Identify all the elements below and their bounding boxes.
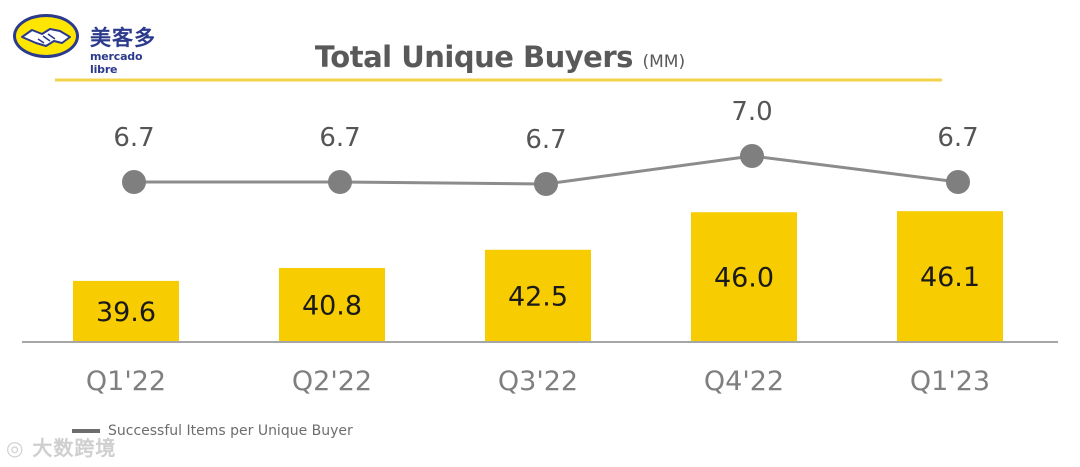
line-value-label-4: 6.7 bbox=[937, 123, 978, 153]
watermark: ◎ 大数跨境 bbox=[6, 432, 116, 461]
chart-title-text: Total Unique Buyers bbox=[314, 40, 634, 74]
brand-name-cn: 美客多 bbox=[90, 26, 156, 50]
line-point-0 bbox=[122, 170, 146, 194]
bar-2 bbox=[485, 249, 591, 341]
bar-0 bbox=[73, 280, 179, 341]
bar-value-label-3: 46.0 bbox=[714, 263, 774, 294]
chart-legend: Successful Items per Unique Buyer bbox=[72, 420, 353, 442]
bar-value-label-4: 46.1 bbox=[920, 262, 980, 293]
legend-label: Successful Items per Unique Buyer bbox=[108, 423, 353, 439]
line-point-4 bbox=[946, 170, 970, 194]
x-tick-label-3: Q4'22 bbox=[704, 366, 784, 397]
brand-name-en: mercado libre bbox=[90, 50, 143, 76]
chart-title: Total Unique Buyers (MM) bbox=[0, 40, 1000, 74]
line-point-1 bbox=[328, 170, 352, 194]
line-point-3 bbox=[740, 143, 764, 168]
line-value-label-3: 7.0 bbox=[731, 97, 772, 127]
watermark-icon: ◎ bbox=[6, 436, 33, 460]
chart-title-unit: (MM) bbox=[642, 52, 686, 72]
bar-4 bbox=[897, 211, 1003, 341]
x-tick-label-1: Q2'22 bbox=[292, 366, 372, 397]
line-value-label-2: 6.7 bbox=[525, 125, 566, 155]
x-tick-label-2: Q3'22 bbox=[498, 366, 578, 397]
line-value-label-0: 6.7 bbox=[113, 123, 154, 153]
line-point-2 bbox=[534, 172, 558, 196]
bar-value-label-2: 42.5 bbox=[508, 281, 568, 312]
legend-line-swatch bbox=[72, 429, 100, 433]
x-tick-label-4: Q1'23 bbox=[910, 366, 990, 397]
watermark-text: 大数跨境 bbox=[32, 436, 117, 460]
line-value-label-1: 6.7 bbox=[319, 123, 360, 153]
bar-3 bbox=[691, 212, 797, 341]
bar-1 bbox=[279, 268, 385, 341]
x-tick-label-0: Q1'22 bbox=[86, 366, 166, 397]
bar-value-label-0: 39.6 bbox=[96, 297, 156, 328]
handshake-icon bbox=[13, 14, 79, 58]
brand-logo: 美客多 mercado libre bbox=[12, 10, 172, 76]
bar-value-label-1: 40.8 bbox=[302, 291, 362, 322]
